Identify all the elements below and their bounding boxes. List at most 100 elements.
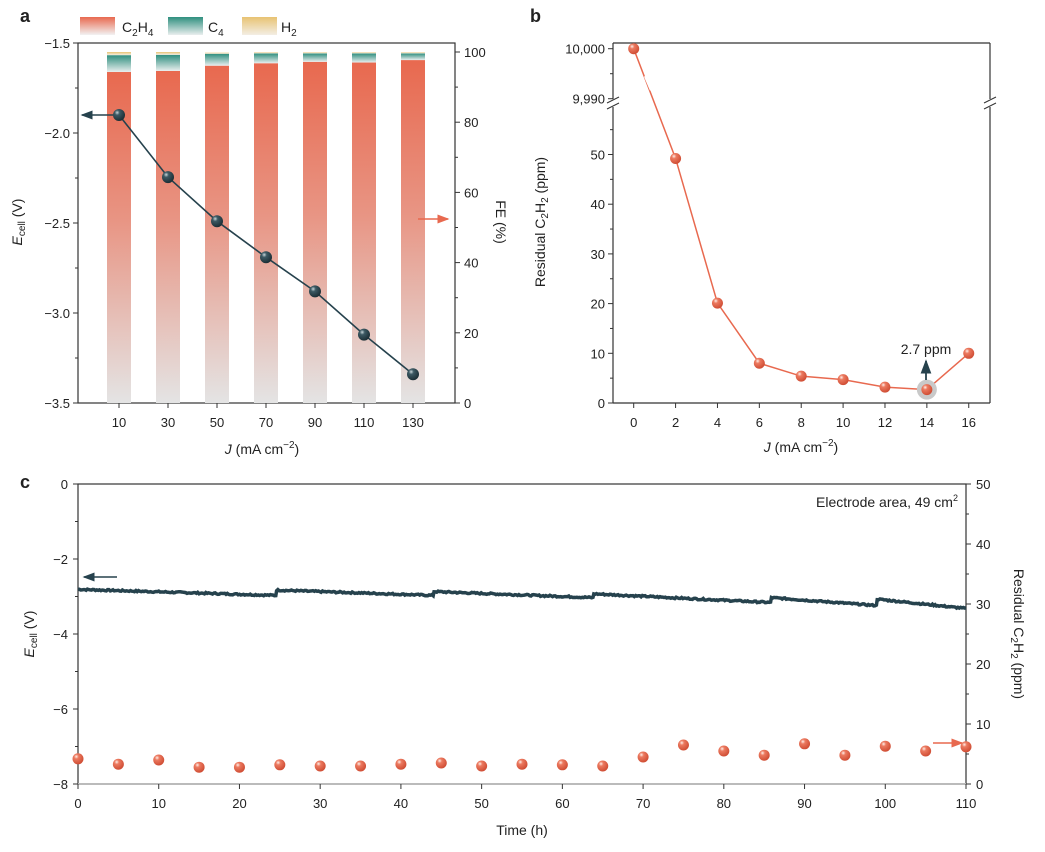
panel-label-a: a [20,6,31,26]
legend-swatch-h2 [242,17,277,35]
ytick-right-label: 100 [464,45,486,60]
ecell-point [309,285,321,298]
residual-point [753,357,765,369]
xtick-label: 16 [962,415,976,430]
bar-c4 [352,53,376,63]
ytick-label: 40 [591,197,605,212]
xtick-label: 8 [798,415,805,430]
ytick-left-label: −3.0 [44,306,70,321]
xtick-label: 40 [394,796,408,811]
residual-point [355,760,367,772]
ytick-label: 0 [598,396,605,411]
xtick-label: 70 [259,415,273,430]
bar-c2h4 [156,70,180,403]
panel-b-ylabel: Residual C2H2 (ppm) [532,157,551,287]
panel-b-plot: 0 10 20 30 40 50 9,990 10,000 0 2 4 6 8 10 12 14 16 [565,42,997,430]
ytick-label: 30 [591,247,605,262]
ytick-left-label: −1.5 [44,36,70,51]
xtick-label: 14 [920,415,934,430]
line-break-gap [643,74,655,91]
ytick-right-label: 80 [464,115,478,130]
residual-point [837,374,849,386]
xtick-label: 60 [555,796,569,811]
legend-swatch-c2h4 [80,17,115,35]
ytick-left-label: −2.0 [44,126,70,141]
axis-break-mark [983,96,997,104]
ytick-label: 50 [591,148,605,163]
xtick-label: 10 [112,415,126,430]
panel-c-annotation: Electrode area, 49 cm2 [816,493,958,510]
ytick-right-label: 20 [976,657,990,672]
ytick-right-label: 60 [464,185,478,200]
bar-c4 [205,53,229,66]
bar-c4 [401,53,425,61]
ytick-left-label: −3.5 [44,396,70,411]
panel-c-plot: 0 −2 −4 −6 −8 0 10 20 30 40 50 0 10 20 30 40 50 60 70 80 90 1… [53,477,990,811]
xtick-label: 6 [756,415,763,430]
xtick-label: 110 [956,796,977,811]
bar-c4 [254,53,278,64]
ytick-right-label: 20 [464,326,478,341]
ytick-left-label: −6 [53,702,68,717]
bar-h2 [107,52,131,56]
residual-point [879,740,891,752]
axis-break-mark [606,102,620,110]
residual-point [395,758,407,770]
ecell-point [407,368,419,381]
panel-a-plot: −1.5 −2.0 −2.5 −3.0 −3.5 0 20 40 60 80 100 10 30 50 70… [44,36,485,430]
ytick-right-label: 30 [976,597,990,612]
ytick-right-label: 0 [464,396,471,411]
residual-point [314,760,326,772]
residual-point [476,760,488,772]
bar-c2h4 [107,72,131,403]
residual-point [628,43,640,55]
residual-line [632,48,970,391]
bar-c4 [156,54,180,71]
panel-b-annotation: 2.7 ppm [901,341,952,357]
xtick-label: 12 [878,415,892,430]
axis-break-mark [983,102,997,110]
xtick-label: 30 [161,415,175,430]
residual-point [435,757,447,769]
residual-point [72,753,84,765]
axis-break-mark [606,96,620,104]
residual-point [920,745,932,757]
ytick-right-label: 40 [976,537,990,552]
ytick-left-label: 0 [61,477,68,492]
residual-point [233,761,245,773]
panel-a-xlabel: J (mA cm−2) [224,440,299,457]
residual-point [960,741,972,753]
legend: C2H4 C4 H2 [80,17,297,39]
ecell-point [260,251,272,264]
residual-point [795,370,807,382]
ytick-right-label: 40 [464,256,478,271]
residual-point [112,758,124,770]
panel-c-ylabel-right: Residual C2H2 (ppm) [1008,569,1027,699]
residual-point [963,347,975,359]
residual-point [677,739,689,751]
ytick-left-label: −8 [53,777,68,792]
panel-label-c: c [20,472,30,492]
ytick-label: 9,990 [572,92,605,107]
panel-a-ylabel-left: Ecell (V) [9,199,28,246]
ytick-label: 10,000 [565,42,605,57]
residual-point [839,749,851,761]
residual-point [711,297,723,309]
ytick-left-label: −4 [53,627,68,642]
legend-label-h2: H2 [281,19,297,39]
bar-c2h4 [205,65,229,404]
ecell-point [358,328,370,341]
residual-point [274,759,286,771]
plot-frame [77,483,967,785]
xtick-label: 4 [714,415,721,430]
xtick-label: 0 [630,415,637,430]
xtick-label: 110 [354,415,375,430]
residual-point [193,761,205,773]
ytick-left-label: −2 [53,552,68,567]
panel-c-ylabel-left: Ecell (V) [21,611,40,658]
xtick-label: 70 [636,796,650,811]
panel-label-b: b [530,6,541,26]
ytick-right-label: 50 [976,477,990,492]
ecell-point [162,171,174,184]
